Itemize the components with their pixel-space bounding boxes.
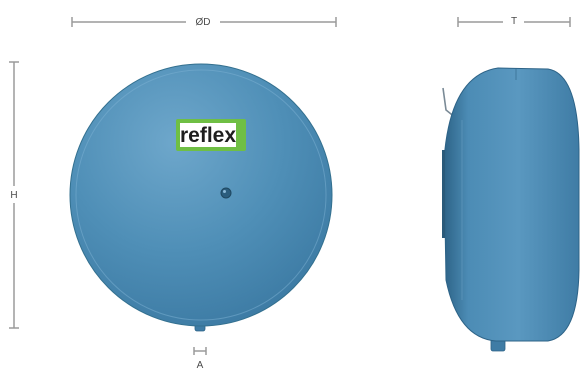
connection-dimension: A <box>193 347 207 369</box>
center-valve <box>220 187 232 199</box>
diameter-dimension: ØD <box>71 17 337 28</box>
height-label: H <box>10 190 17 201</box>
depth-label: T <box>511 16 517 27</box>
height-dimension: H <box>9 61 19 329</box>
side-wall-mount-plate <box>442 150 445 238</box>
vessel-front-view <box>69 63 333 332</box>
vessel-side-view <box>442 67 580 352</box>
vessel-side-body <box>443 67 580 342</box>
vessel-front-rim <box>75 69 327 321</box>
vessel-front-body <box>69 63 333 327</box>
reflex-logo: reflex <box>176 119 246 151</box>
connection-label: A <box>197 360 204 369</box>
depth-dimension: T <box>457 16 571 27</box>
logo-text: reflex <box>180 124 236 147</box>
logo-inner-white <box>180 123 236 147</box>
diameter-label: ØD <box>196 17 211 28</box>
center-valve-highlight <box>223 190 226 193</box>
